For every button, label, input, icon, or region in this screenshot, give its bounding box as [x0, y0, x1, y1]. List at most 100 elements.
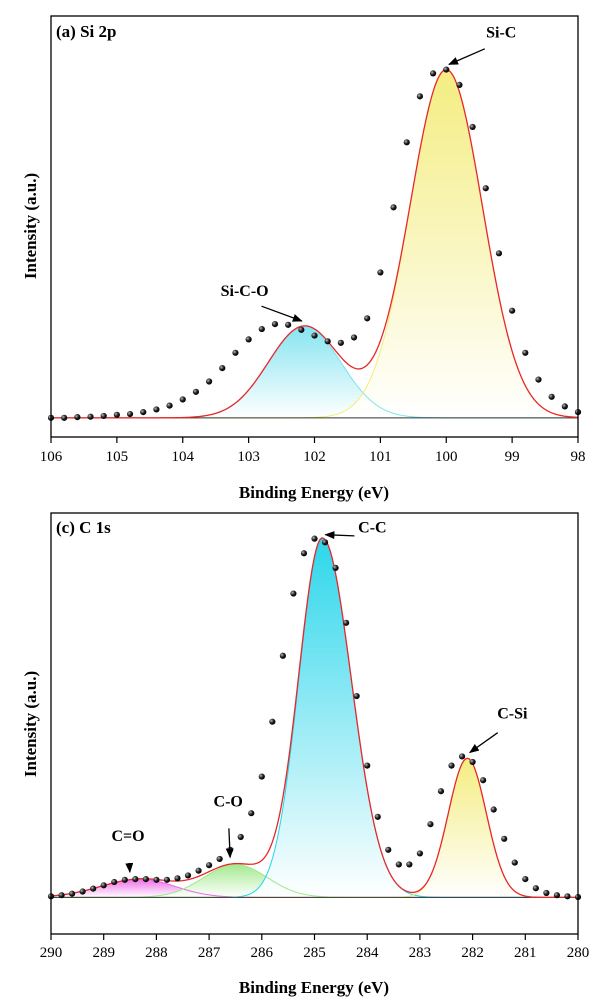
- annotation-label: Si-C-O: [221, 283, 269, 300]
- data-point: [458, 753, 466, 760]
- data-point: [390, 204, 397, 211]
- data-point: [206, 862, 213, 869]
- data-point: [522, 349, 529, 356]
- data-point: [448, 762, 455, 769]
- x-tick-label: 288: [145, 945, 168, 961]
- data-point: [300, 550, 308, 557]
- data-point: [279, 652, 286, 659]
- data-point: [490, 806, 497, 813]
- x-tick-label: 283: [409, 945, 432, 961]
- data-point: [553, 892, 561, 899]
- annotation-label: C-Si: [497, 705, 528, 722]
- data-point: [501, 835, 508, 842]
- annotations: C=O C-O C-C C-Si: [111, 520, 528, 874]
- data-point: [219, 365, 226, 372]
- data-point: [311, 332, 318, 339]
- data-point: [456, 81, 463, 88]
- data-point: [179, 396, 186, 403]
- data-point: [385, 846, 392, 853]
- panel-label: (c) C 1s: [56, 518, 111, 537]
- data-point: [121, 876, 128, 883]
- data-point: [142, 875, 149, 883]
- data-point: [337, 339, 344, 346]
- data-point: [564, 893, 571, 900]
- data-point: [258, 325, 265, 333]
- x-axis-ticks: 106 105 104 103 102 101 100 99 98: [40, 437, 586, 465]
- data-point: [343, 619, 350, 626]
- data-point: [113, 411, 120, 418]
- data-point: [79, 888, 86, 895]
- peak-fills: [51, 69, 578, 418]
- x-tick-label: 282: [461, 945, 484, 961]
- data-point: [482, 185, 489, 192]
- data-point: [522, 875, 529, 883]
- data-point: [561, 403, 568, 410]
- data-point: [495, 250, 503, 257]
- data-point: [237, 833, 244, 841]
- data-point: [416, 850, 423, 857]
- data-point: [364, 315, 371, 322]
- data-point: [192, 388, 200, 395]
- data-point: [298, 326, 305, 333]
- y-axis-label: Intensity (a.u.): [21, 173, 40, 279]
- data-point: [163, 876, 171, 883]
- data-points: [47, 535, 582, 901]
- data-point: [321, 539, 329, 546]
- annotations: Si-C-O Si-C: [221, 25, 516, 322]
- data-point: [311, 535, 318, 542]
- data-point: [100, 882, 107, 889]
- peak-fill-si-c-o: [51, 326, 578, 418]
- annotation-arrow: [324, 531, 355, 540]
- data-point: [350, 334, 358, 341]
- data-point: [269, 718, 276, 725]
- data-point: [216, 855, 223, 863]
- x-axis-ticks: 290 289 288 287 286 285 284 283 282 281 280: [40, 934, 589, 961]
- data-point: [469, 758, 476, 766]
- data-point: [195, 867, 202, 874]
- data-point: [332, 564, 339, 572]
- data-point: [285, 321, 292, 328]
- x-tick-label: 287: [198, 945, 221, 961]
- data-point: [271, 321, 279, 328]
- data-point: [511, 859, 518, 866]
- x-axis-label: Binding Energy (eV): [239, 483, 389, 502]
- data-point: [290, 590, 297, 597]
- x-tick-label: 284: [356, 945, 379, 961]
- x-tick-label: 103: [237, 449, 260, 465]
- fit-envelope: [51, 68, 579, 419]
- data-point: [429, 70, 437, 77]
- x-tick-label: 290: [40, 945, 63, 961]
- data-point: [174, 875, 181, 882]
- data-point: [374, 813, 381, 820]
- annotation-label: Si-C: [486, 25, 516, 42]
- data-point: [74, 414, 81, 421]
- data-point: [248, 810, 255, 817]
- data-point: [58, 892, 65, 899]
- data-point: [480, 777, 487, 784]
- annotation-arrow: [261, 305, 303, 322]
- data-point: [443, 66, 450, 73]
- data-point: [416, 93, 423, 100]
- annotation-label: C-C: [358, 520, 386, 537]
- data-point: [353, 692, 360, 700]
- data-point: [437, 788, 445, 795]
- x-axis-label: Binding Energy (eV): [239, 978, 389, 997]
- chart-c-1s: 290 289 288 287 286 285 284 283 282 281 280 C=O C-O…: [21, 512, 589, 997]
- data-point: [403, 139, 410, 146]
- data-point: [132, 875, 139, 883]
- x-tick-label: 286: [251, 945, 274, 961]
- data-point: [140, 409, 147, 416]
- data-point: [395, 861, 402, 868]
- data-point: [68, 890, 76, 897]
- x-tick-label: 101: [369, 449, 392, 465]
- x-tick-label: 100: [435, 449, 458, 465]
- data-point: [427, 821, 434, 828]
- chart-si-2p: 106 105 104 103 102 101 100 99 98 Si-C-O Si-C (a)…: [21, 15, 586, 502]
- annotation-label: C-O: [214, 793, 243, 810]
- peak-fills: [51, 538, 578, 898]
- x-tick-label: 102: [303, 449, 326, 465]
- x-tick-label: 106: [40, 449, 63, 465]
- peak-fill-c-si: [51, 758, 578, 898]
- data-point: [153, 876, 160, 883]
- data-point: [126, 410, 134, 418]
